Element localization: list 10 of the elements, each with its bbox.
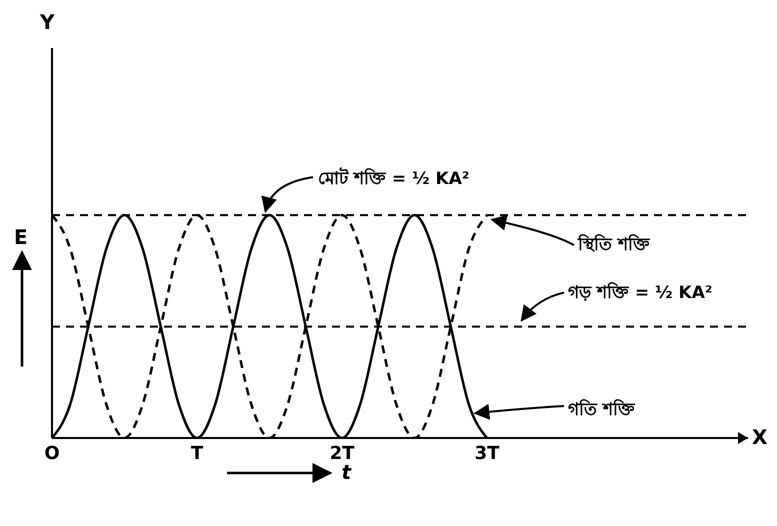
text: Y xyxy=(40,10,54,34)
text: X xyxy=(752,425,768,449)
ref-line-label: গড় শক্তি = ½ KA² xyxy=(568,281,712,305)
y-axis-title: E xyxy=(14,225,28,250)
x-tick-label: T xyxy=(190,442,204,464)
text: স্থিতি শক্তি xyxy=(578,233,650,258)
ref-line-label: মোট শক্তি = ½ KA² xyxy=(318,166,470,192)
x-tick-label: O xyxy=(44,442,60,464)
x-tick-label: 3T xyxy=(474,442,500,464)
text: গতি শক্তি xyxy=(568,398,635,422)
